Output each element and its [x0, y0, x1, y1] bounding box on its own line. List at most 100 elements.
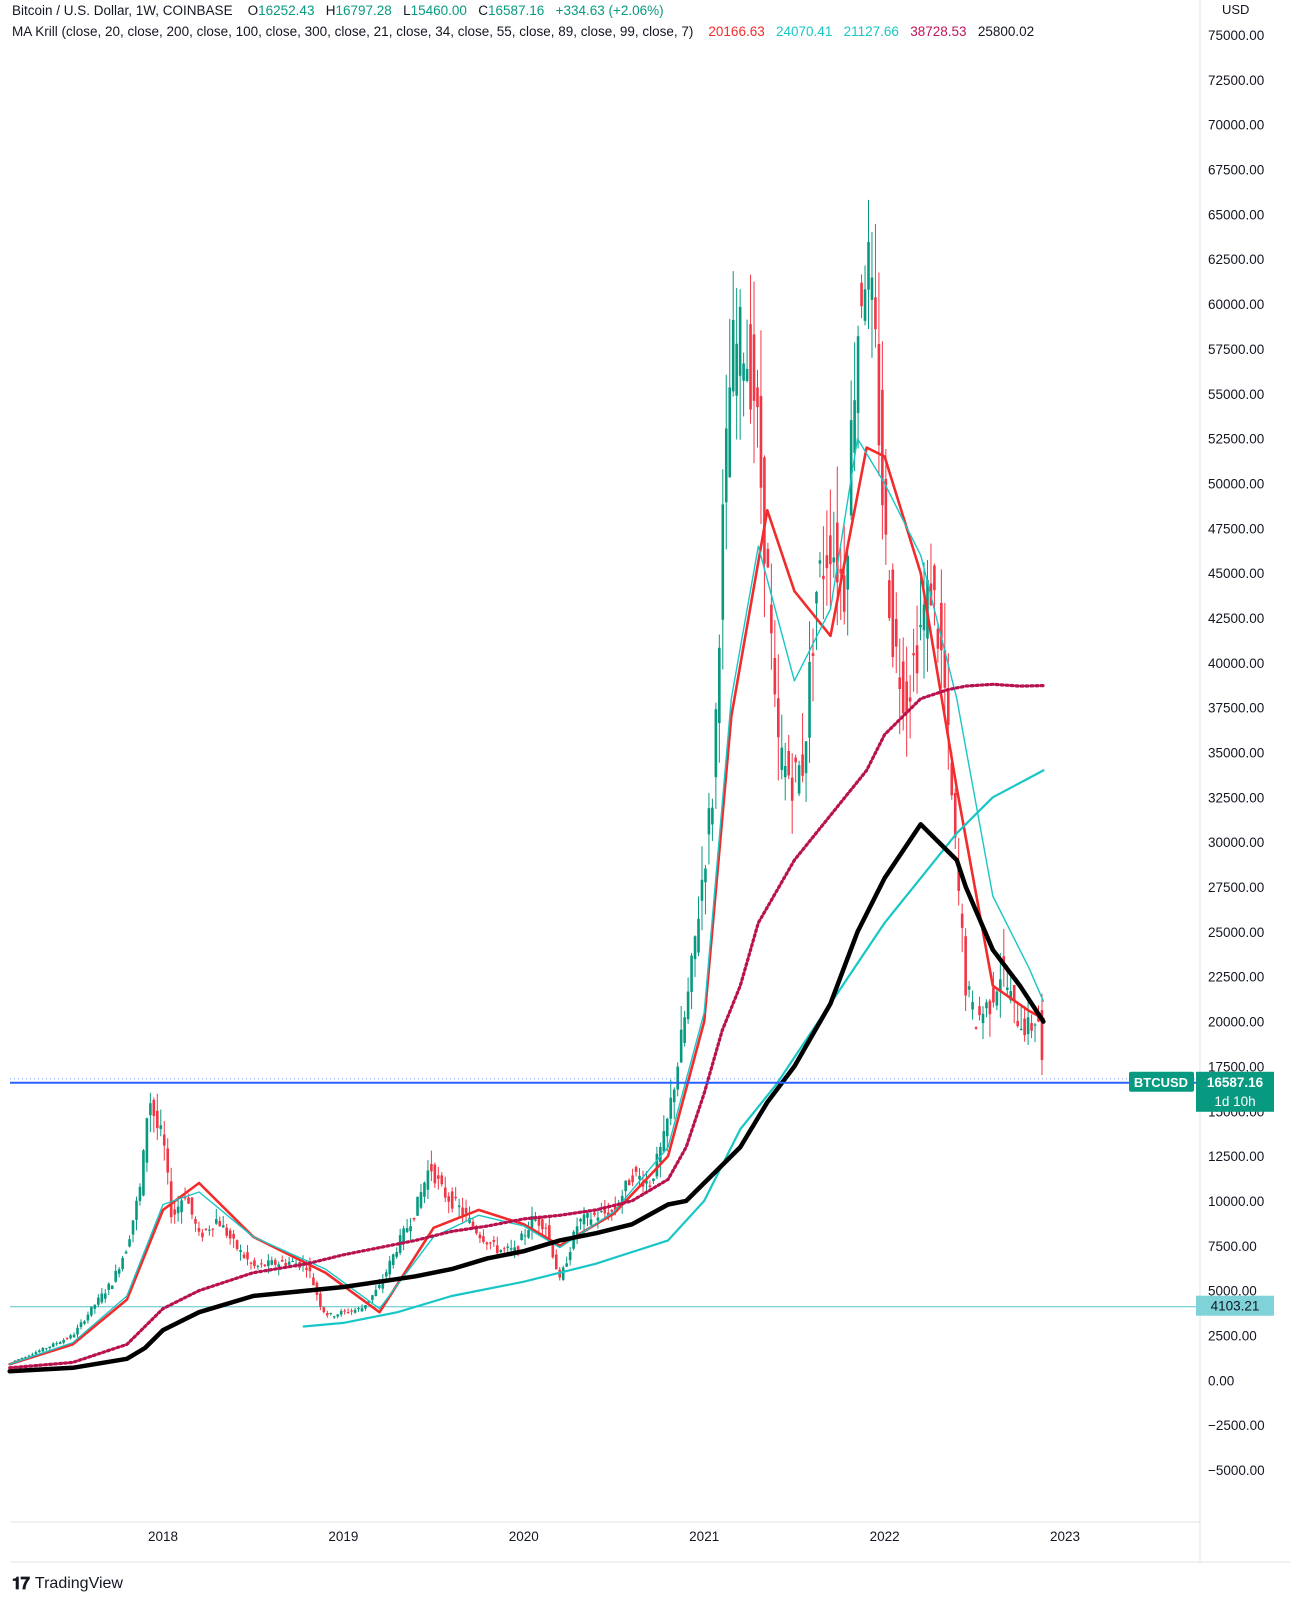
candle-body — [267, 1260, 270, 1267]
candle-body — [603, 1209, 607, 1214]
candle-body — [534, 1219, 537, 1221]
hline-value-badge — [1196, 1295, 1274, 1316]
candle-body — [877, 343, 881, 446]
time-axis[interactable]: 2018 2019 2020 2021 2022 2023 — [148, 1529, 1080, 1544]
price-tick-label: 22500.00 — [1208, 970, 1264, 985]
candle-body — [738, 306, 742, 376]
candle-body — [166, 1148, 170, 1173]
candle-body — [20, 1357, 24, 1360]
candle-body — [211, 1228, 215, 1230]
candle-body — [277, 1264, 281, 1268]
price-tick-label: 35000.00 — [1208, 746, 1264, 761]
candle-body — [201, 1232, 204, 1238]
candle-body — [652, 1178, 655, 1182]
candle-body — [804, 741, 808, 774]
candle-body — [426, 1170, 430, 1190]
price-tick-label: 32500.00 — [1208, 790, 1264, 805]
candle-body — [888, 580, 891, 619]
change-value: +334.63 (+2.06%) — [555, 3, 664, 18]
candle-body — [1026, 1017, 1030, 1035]
candle-body — [995, 991, 999, 1006]
candle-body — [735, 343, 738, 396]
candle-body — [950, 762, 954, 796]
candle-body — [433, 1164, 437, 1184]
indicator-value-1: 20166.63 — [708, 24, 765, 39]
candle-body — [967, 986, 971, 990]
tradingview-brand[interactable]: 𝟏𝟕 TradingView — [12, 1574, 123, 1594]
candle-body — [1040, 1010, 1044, 1061]
currency-unit[interactable]: USD — [1222, 2, 1250, 17]
price-tick-label: 60000.00 — [1208, 297, 1264, 312]
brand-name: TradingView — [34, 1575, 123, 1592]
candle-body — [683, 1017, 686, 1043]
candle-body — [915, 645, 919, 674]
price-tick-label: 55000.00 — [1208, 387, 1264, 402]
candle-body — [898, 677, 902, 690]
candle-body — [714, 709, 718, 778]
candle-body — [228, 1230, 232, 1239]
price-axis[interactable]: 75000.00 72500.00 70000.00 67500.00 65000.00… — [1208, 28, 1265, 1478]
candle-body — [669, 1097, 673, 1119]
price-tick-label: 5000.00 — [1208, 1284, 1257, 1299]
candle-body — [745, 368, 749, 381]
candle-body — [131, 1220, 135, 1235]
candle-body — [825, 555, 829, 569]
candle-body — [326, 1313, 329, 1316]
candle-body — [225, 1227, 228, 1236]
candle-body — [197, 1228, 201, 1232]
indicator-value-4: 38728.53 — [910, 24, 967, 39]
candle-body — [600, 1211, 603, 1213]
candle-body — [263, 1264, 267, 1267]
candle-body — [568, 1252, 572, 1261]
candle-body — [908, 697, 912, 702]
candle-body — [419, 1192, 423, 1208]
candle-body — [17, 1359, 20, 1361]
candle-body — [27, 1355, 31, 1357]
price-value-text: 16587.16 — [1207, 1075, 1264, 1090]
candle-body — [881, 389, 884, 506]
candle-body — [412, 1217, 416, 1220]
candle-body — [999, 979, 1002, 992]
moving-averages-layer — [7, 437, 1046, 1374]
price-tick-label: 30000.00 — [1208, 835, 1264, 850]
candle-body — [471, 1221, 475, 1227]
candle-body — [339, 1310, 343, 1315]
candle-body — [346, 1312, 350, 1314]
candle-body — [693, 936, 697, 960]
ma-200-line — [7, 822, 1046, 1374]
candle-body — [48, 1346, 52, 1349]
candle-body — [551, 1242, 555, 1258]
low-value: 15460.00 — [410, 3, 467, 18]
candle-body — [811, 653, 815, 656]
candle-body — [721, 504, 725, 620]
candle-body — [457, 1205, 461, 1208]
candle-body — [156, 1110, 159, 1129]
candle-body — [190, 1197, 194, 1215]
candle-body — [34, 1352, 38, 1355]
candle-body — [38, 1350, 41, 1353]
candle-body — [957, 869, 961, 891]
candle-body — [974, 1027, 978, 1029]
candle-body — [506, 1246, 510, 1248]
candle-body — [13, 1360, 17, 1362]
candle-body — [905, 681, 908, 714]
high-value: 16797.28 — [335, 3, 392, 18]
open-value: 16252.43 — [258, 3, 315, 18]
price-tick-label: 40000.00 — [1208, 656, 1264, 671]
candle-body — [242, 1254, 246, 1258]
price-tick-label: −2500.00 — [1208, 1418, 1265, 1433]
candle-body — [499, 1249, 503, 1253]
candle-body — [790, 777, 794, 801]
indicator-title[interactable]: MA Krill (close, 20, close, 200, close, … — [12, 24, 694, 39]
candle-body — [256, 1265, 260, 1267]
symbol-title[interactable]: Bitcoin / U.S. Dollar, 1W, COINBASE — [12, 3, 233, 18]
candle-body — [870, 277, 874, 300]
candle-body — [218, 1220, 222, 1227]
candle-body — [62, 1340, 65, 1343]
candle-body — [835, 522, 839, 583]
low-label: L — [403, 3, 411, 18]
price-line-layer — [10, 1078, 1200, 1084]
candle-body — [450, 1191, 454, 1209]
candle-body — [443, 1187, 447, 1198]
